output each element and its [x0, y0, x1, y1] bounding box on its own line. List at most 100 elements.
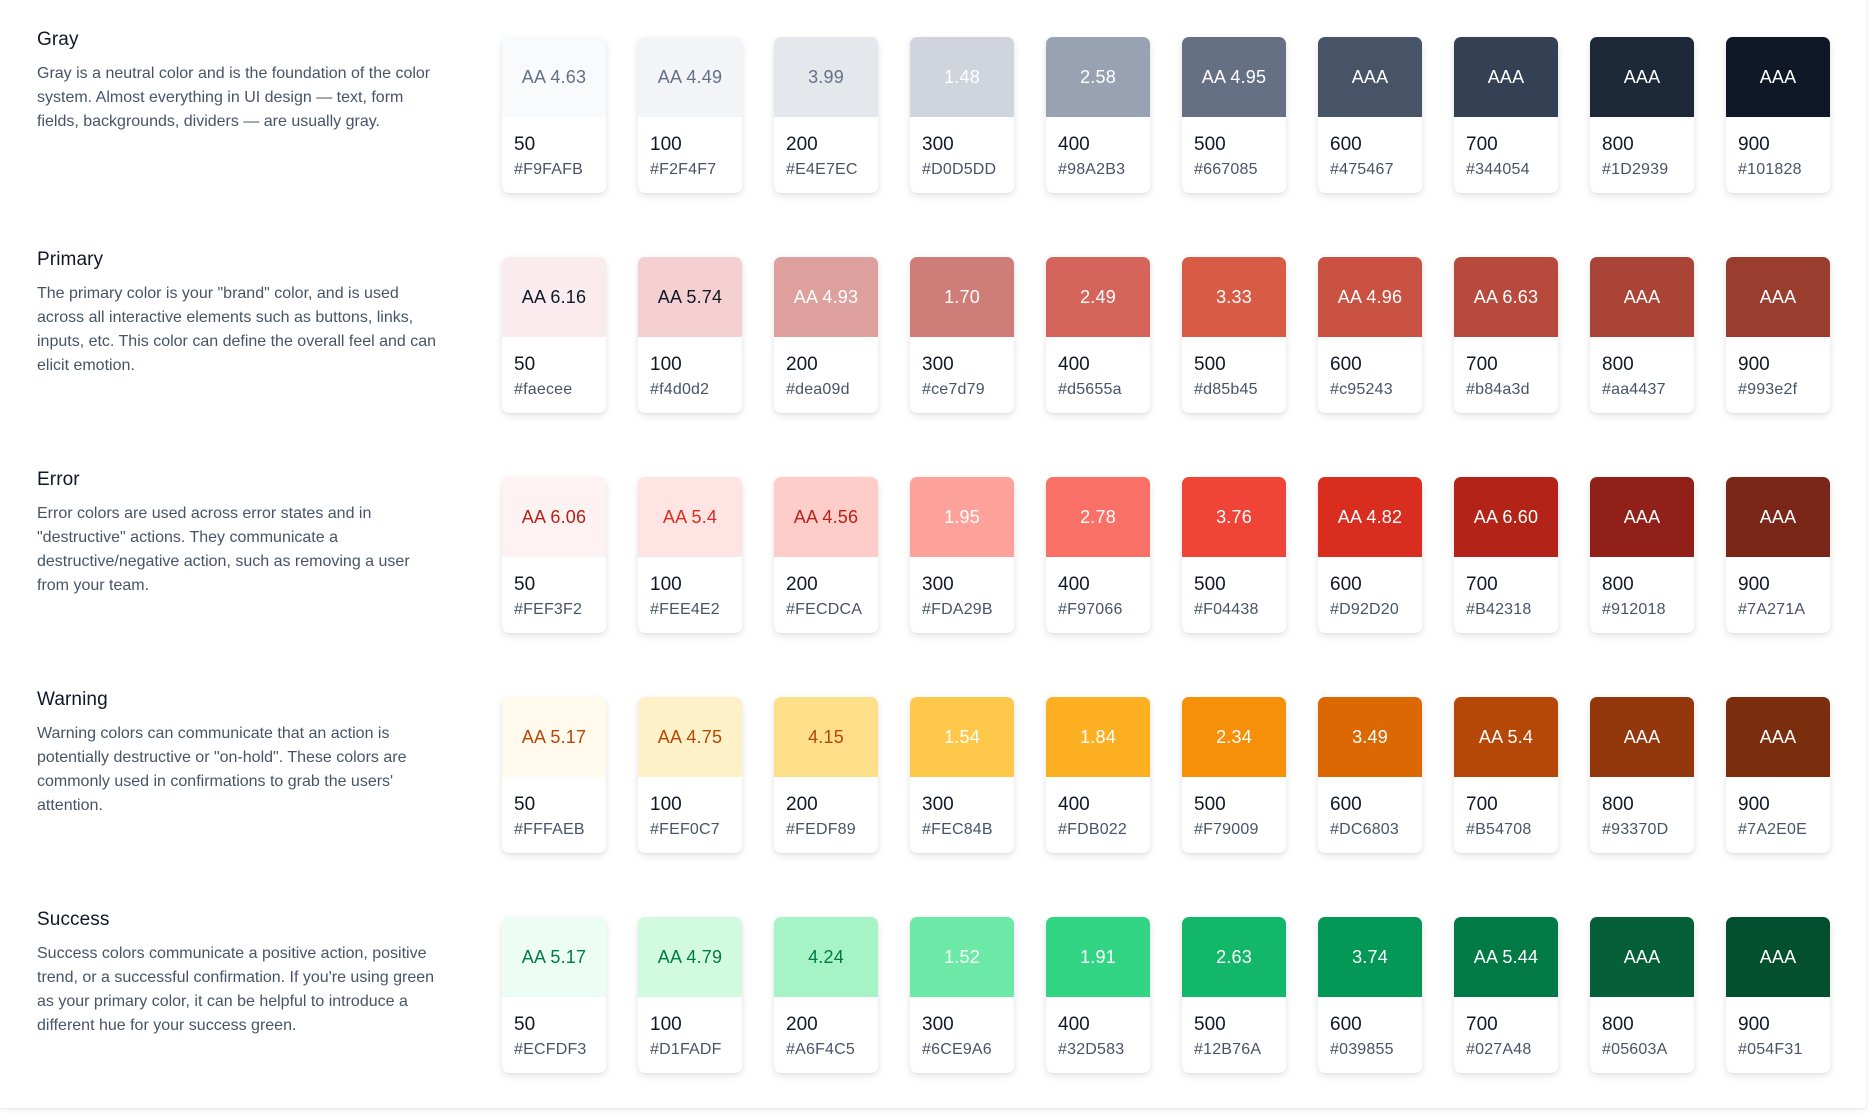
- swatch-card-success-300[interactable]: 1.52 300 #6CE9A6: [910, 917, 1014, 1073]
- swatch-card-success-500[interactable]: 2.63 500 #12B76A: [1182, 917, 1286, 1073]
- swatch-hex-code: #ECFDF3: [514, 1041, 587, 1058]
- swatch-step: 500: [1194, 354, 1226, 375]
- swatch-step: 300: [922, 794, 954, 815]
- contrast-rating: 2.58: [1080, 67, 1116, 87]
- swatch-hex-code: #FEDF89: [786, 821, 856, 838]
- swatch-hex-code: #101828: [1738, 161, 1802, 178]
- swatch-hex-code: #05603A: [1602, 1041, 1668, 1058]
- swatch-card-error-400[interactable]: 2.78 400 #F97066: [1046, 477, 1150, 633]
- swatch-hex-code: #475467: [1330, 161, 1394, 178]
- swatch-color-block: 3.33: [1182, 257, 1286, 337]
- swatch-color-block: AAA: [1590, 697, 1694, 777]
- swatch-hex-code: #ce7d79: [922, 381, 985, 398]
- swatch-hex-code: #32D583: [1058, 1041, 1125, 1058]
- swatch-card-success-800[interactable]: AAA 800 #05603A: [1590, 917, 1694, 1073]
- swatch-card-error-800[interactable]: AAA 800 #912018: [1590, 477, 1694, 633]
- swatch-card-primary-400[interactable]: 2.49 400 #d5655a: [1046, 257, 1150, 413]
- swatch-card-gray-900[interactable]: AAA 900 #101828: [1726, 37, 1830, 193]
- swatch-card-error-300[interactable]: 1.95 300 #FDA29B: [910, 477, 1014, 633]
- swatch-card-gray-400[interactable]: 2.58 400 #98A2B3: [1046, 37, 1150, 193]
- swatch-card-error-200[interactable]: AA 4.56 200 #FECDCA: [774, 477, 878, 633]
- swatch-card-gray-800[interactable]: AAA 800 #1D2939: [1590, 37, 1694, 193]
- swatch-card-warning-900[interactable]: AAA 900 #7A2E0E: [1726, 697, 1830, 853]
- contrast-rating: AA 5.4: [1478, 727, 1534, 747]
- swatch-card-primary-300[interactable]: 1.70 300 #ce7d79: [910, 257, 1014, 413]
- swatch-card-error-50[interactable]: AA 6.06 50 #FEF3F2: [502, 477, 606, 633]
- swatch-card-warning-800[interactable]: AAA 800 #93370D: [1590, 697, 1694, 853]
- swatch-card-primary-100[interactable]: AA 5.74 100 #f4d0d2: [638, 257, 742, 413]
- palette-info: Gray Gray is a neutral color and is the f…: [37, 28, 442, 134]
- palette-row-warning: Warning Warning colors can communicate th…: [0, 660, 1866, 853]
- swatch-card-gray-50[interactable]: AA 4.63 50 #F9FAFB: [502, 37, 606, 193]
- swatch-color-block: 2.63: [1182, 917, 1286, 997]
- swatch-card-gray-300[interactable]: 1.48 300 #D0D5DD: [910, 37, 1014, 193]
- contrast-rating: 1.84: [1080, 727, 1116, 747]
- swatch-step: 800: [1602, 794, 1634, 815]
- swatch-hex-code: #E4E7EC: [786, 161, 858, 178]
- contrast-rating: AAA: [1759, 507, 1797, 527]
- swatch-step: 600: [1330, 794, 1362, 815]
- swatch-color-block: 1.95: [910, 477, 1014, 557]
- swatch-card-warning-200[interactable]: 4.15 200 #FEDF89: [774, 697, 878, 853]
- swatch-step: 400: [1058, 794, 1090, 815]
- swatch-card-primary-900[interactable]: AAA 900 #993e2f: [1726, 257, 1830, 413]
- swatch-card-success-100[interactable]: AA 4.79 100 #D1FADF: [638, 917, 742, 1073]
- swatch-card-warning-50[interactable]: AA 5.17 50 #FFFAEB: [502, 697, 606, 853]
- swatch-card-error-100[interactable]: AA 5.4 100 #FEE4E2: [638, 477, 742, 633]
- swatch-color-block: 3.49: [1318, 697, 1422, 777]
- swatch-step: 900: [1738, 1014, 1770, 1035]
- swatch-hex-code: #FDA29B: [922, 601, 993, 618]
- swatch-color-block: 4.15: [774, 697, 878, 777]
- swatch-card-primary-600[interactable]: AA 4.96 600 #c95243: [1318, 257, 1422, 413]
- swatch-card-error-600[interactable]: AA 4.82 600 #D92D20: [1318, 477, 1422, 633]
- swatch-card-primary-200[interactable]: AA 4.93 200 #dea09d: [774, 257, 878, 413]
- swatch-card-warning-600[interactable]: 3.49 600 #DC6803: [1318, 697, 1422, 853]
- swatch-hex-code: #FEC84B: [922, 821, 993, 838]
- swatch-card-gray-100[interactable]: AA 4.49 100 #F2F4F7: [638, 37, 742, 193]
- swatch-color-block: 1.91: [1046, 917, 1150, 997]
- swatch-card-primary-800[interactable]: AAA 800 #aa4437: [1590, 257, 1694, 413]
- swatch-card-success-900[interactable]: AAA 900 #054F31: [1726, 917, 1830, 1073]
- swatch-card-warning-100[interactable]: AA 4.75 100 #FEF0C7: [638, 697, 742, 853]
- swatch-card-error-700[interactable]: AA 6.60 700 #B42318: [1454, 477, 1558, 633]
- swatch-color-block: AA 6.06: [502, 477, 606, 557]
- swatch-card-primary-700[interactable]: AA 6.63 700 #b84a3d: [1454, 257, 1558, 413]
- swatch-color-block: AA 4.75: [638, 697, 742, 777]
- swatch-card-warning-300[interactable]: 1.54 300 #FEC84B: [910, 697, 1014, 853]
- palette-row-error: Error Error colors are used across error …: [0, 440, 1866, 633]
- swatch-hex-code: #D1FADF: [650, 1041, 722, 1058]
- swatch-card-error-500[interactable]: 3.76 500 #F04438: [1182, 477, 1286, 633]
- swatch-card-gray-200[interactable]: 3.99 200 #E4E7EC: [774, 37, 878, 193]
- swatch-color-block: AAA: [1726, 477, 1830, 557]
- swatch-card-success-200[interactable]: 4.24 200 #A6F4C5: [774, 917, 878, 1073]
- swatch-card-success-400[interactable]: 1.91 400 #32D583: [1046, 917, 1150, 1073]
- swatch-card-warning-700[interactable]: AA 5.4 700 #B54708: [1454, 697, 1558, 853]
- palette-title: Gray: [37, 29, 79, 50]
- swatch-step: 100: [650, 574, 682, 595]
- swatch-card-error-900[interactable]: AAA 900 #7A271A: [1726, 477, 1830, 633]
- swatch-card-success-700[interactable]: AA 5.44 700 #027A48: [1454, 917, 1558, 1073]
- swatch-step: 50: [514, 574, 536, 595]
- swatch-step: 100: [650, 354, 682, 375]
- swatch-step: 200: [786, 794, 818, 815]
- swatch-card-gray-600[interactable]: AAA 600 #475467: [1318, 37, 1422, 193]
- swatch-card-primary-500[interactable]: 3.33 500 #d85b45: [1182, 257, 1286, 413]
- swatch-color-block: AAA: [1590, 477, 1694, 557]
- swatch-card-primary-50[interactable]: AA 6.16 50 #faecee: [502, 257, 606, 413]
- swatch-card-warning-400[interactable]: 1.84 400 #FDB022: [1046, 697, 1150, 853]
- swatch-step: 300: [922, 1014, 954, 1035]
- contrast-rating: 1.95: [944, 507, 980, 527]
- contrast-rating: AAA: [1759, 287, 1797, 307]
- swatch-hex-code: #F79009: [1194, 821, 1259, 838]
- swatch-color-block: 3.99: [774, 37, 878, 117]
- swatch-card-warning-500[interactable]: 2.34 500 #F79009: [1182, 697, 1286, 853]
- contrast-rating: AA 5.17: [521, 947, 587, 967]
- contrast-rating: 3.74: [1352, 947, 1388, 967]
- swatch-card-success-50[interactable]: AA 5.17 50 #ECFDF3: [502, 917, 606, 1073]
- swatch-card-gray-500[interactable]: AA 4.95 500 #667085: [1182, 37, 1286, 193]
- swatch-hex-code: #912018: [1602, 601, 1666, 618]
- swatch-hex-code: #F04438: [1194, 601, 1259, 618]
- swatch-color-block: AA 5.4: [638, 477, 742, 557]
- swatch-card-success-600[interactable]: 3.74 600 #039855: [1318, 917, 1422, 1073]
- swatch-card-gray-700[interactable]: AAA 700 #344054: [1454, 37, 1558, 193]
